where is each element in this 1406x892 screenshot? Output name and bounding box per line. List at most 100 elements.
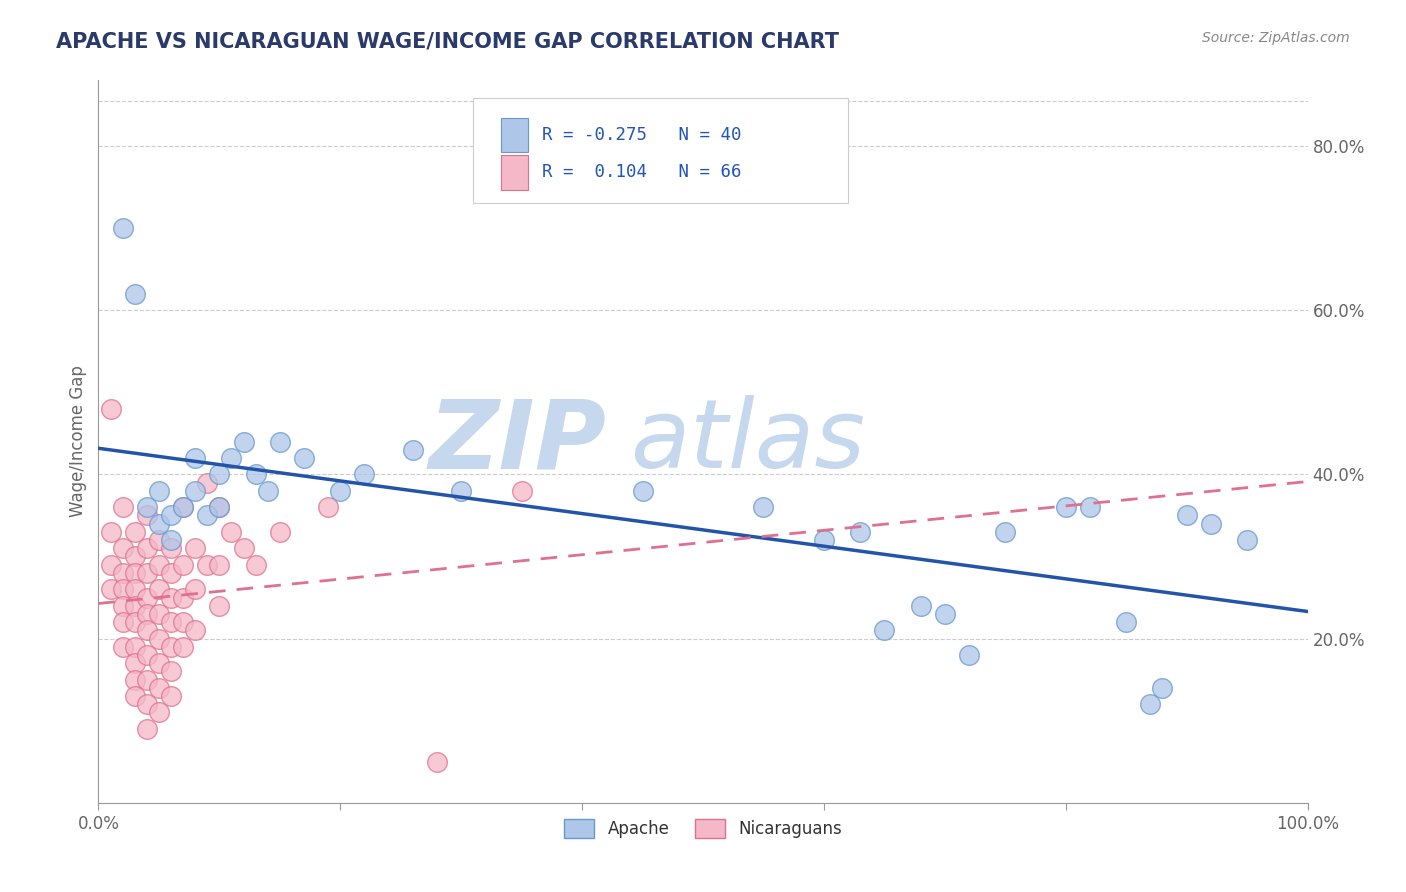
Point: [148, 657, 170, 671]
Point: [124, 673, 146, 687]
Point: [172, 615, 194, 630]
Point: [184, 483, 207, 498]
Point: [208, 500, 231, 515]
Point: [184, 541, 207, 556]
Point: [160, 665, 183, 679]
Point: [100, 558, 122, 572]
Point: [124, 582, 146, 597]
Point: [100, 524, 122, 539]
Point: [849, 524, 872, 539]
Point: [1078, 500, 1101, 515]
Point: [873, 624, 896, 638]
Point: [1139, 698, 1161, 712]
Point: [256, 483, 278, 498]
Point: [994, 524, 1017, 539]
Point: [111, 582, 134, 597]
Point: [135, 591, 157, 605]
FancyBboxPatch shape: [501, 155, 527, 189]
Point: [329, 483, 352, 498]
Point: [111, 599, 134, 613]
Point: [111, 541, 134, 556]
Point: [195, 508, 218, 523]
Point: [135, 508, 157, 523]
Point: [111, 500, 134, 515]
Point: [148, 558, 170, 572]
Point: [124, 524, 146, 539]
Point: [316, 500, 339, 515]
Text: R = -0.275   N = 40: R = -0.275 N = 40: [543, 126, 742, 145]
FancyBboxPatch shape: [474, 98, 848, 203]
Point: [172, 558, 194, 572]
Point: [160, 566, 183, 580]
Point: [135, 607, 157, 621]
Point: [208, 500, 231, 515]
Point: [111, 640, 134, 654]
Point: [124, 599, 146, 613]
Point: [172, 500, 194, 515]
Point: [135, 624, 157, 638]
Point: [1199, 516, 1222, 531]
Point: [135, 500, 157, 515]
Point: [221, 450, 243, 465]
Point: [208, 558, 231, 572]
Point: [135, 648, 157, 662]
Point: [135, 566, 157, 580]
Point: [184, 624, 207, 638]
Point: [426, 755, 449, 769]
Point: [232, 434, 254, 449]
Point: [292, 450, 315, 465]
Point: [124, 615, 146, 630]
Point: [245, 467, 267, 482]
Point: [100, 401, 122, 416]
Point: [232, 541, 254, 556]
Point: [195, 558, 218, 572]
Point: [148, 607, 170, 621]
Point: [813, 533, 835, 547]
Point: [148, 533, 170, 547]
Text: Source: ZipAtlas.com: Source: ZipAtlas.com: [1202, 31, 1350, 45]
Point: [148, 516, 170, 531]
Point: [135, 698, 157, 712]
Point: [135, 722, 157, 736]
Point: [111, 221, 134, 235]
Point: [1115, 615, 1137, 630]
Point: [135, 673, 157, 687]
Point: [148, 706, 170, 720]
Point: [402, 442, 425, 457]
Point: [450, 483, 472, 498]
FancyBboxPatch shape: [501, 118, 527, 153]
Point: [957, 648, 980, 662]
Point: [1152, 681, 1174, 695]
Point: [124, 657, 146, 671]
Point: [208, 599, 231, 613]
Point: [1175, 508, 1198, 523]
Point: [160, 541, 183, 556]
Point: [269, 434, 291, 449]
Point: [221, 524, 243, 539]
Point: [269, 524, 291, 539]
Point: [184, 450, 207, 465]
Point: [160, 689, 183, 703]
Point: [160, 533, 183, 547]
Point: [124, 286, 146, 301]
Point: [910, 599, 932, 613]
Text: APACHE VS NICARAGUAN WAGE/INCOME GAP CORRELATION CHART: APACHE VS NICARAGUAN WAGE/INCOME GAP COR…: [56, 31, 839, 51]
Point: [934, 607, 956, 621]
Point: [1236, 533, 1258, 547]
Point: [510, 483, 533, 498]
Point: [124, 549, 146, 564]
Text: R =  0.104   N = 66: R = 0.104 N = 66: [543, 163, 742, 181]
Point: [172, 640, 194, 654]
Point: [124, 689, 146, 703]
Point: [148, 632, 170, 646]
Point: [160, 640, 183, 654]
Point: [135, 541, 157, 556]
Point: [148, 582, 170, 597]
Point: [124, 566, 146, 580]
Point: [172, 591, 194, 605]
Point: [148, 681, 170, 695]
Point: [111, 566, 134, 580]
Text: atlas: atlas: [630, 395, 866, 488]
Point: [1054, 500, 1077, 515]
Point: [100, 582, 122, 597]
